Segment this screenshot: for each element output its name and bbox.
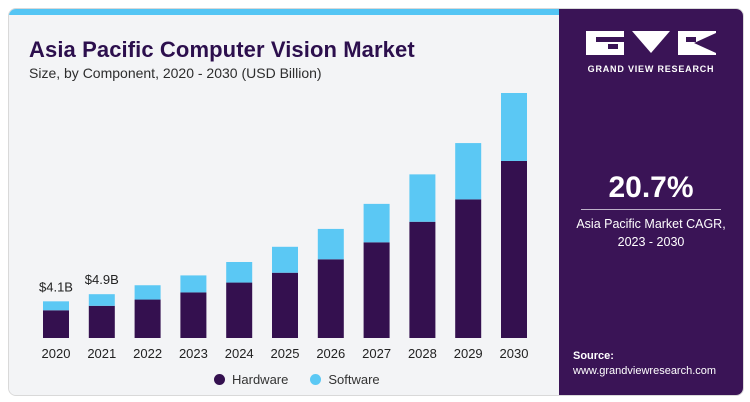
- legend-hardware: Hardware: [214, 372, 288, 387]
- sidebar-panel: GRAND VIEW RESEARCH 20.7% Asia Pacific M…: [559, 9, 743, 395]
- gvr-logo-icon: [586, 31, 716, 55]
- bar-hardware-2027: [363, 242, 390, 338]
- chart-panel: 2020 $4.1B 2021 $4.9B 2022 2023 2024 2025 2026 20…: [9, 15, 559, 395]
- data-label-2021: $4.9B: [85, 272, 119, 287]
- accent-bar: [9, 9, 559, 15]
- legend-hardware-swatch: [214, 374, 225, 385]
- x-tick-label-2020: 2020: [42, 346, 71, 361]
- legend-software: Software: [310, 372, 380, 387]
- bar-software-2024: [226, 261, 253, 283]
- bar-hardware-2021: [88, 305, 115, 338]
- infographic-frame: 2020 $4.1B 2021 $4.9B 2022 2023 2024 2025 2026 20…: [8, 8, 744, 396]
- brand-name: GRAND VIEW RESEARCH: [587, 64, 715, 74]
- x-tick-label-2024: 2024: [225, 346, 254, 361]
- cagr-divider: [581, 209, 721, 210]
- x-tick-label-2026: 2026: [316, 346, 345, 361]
- x-tick-label-2021: 2021: [87, 346, 116, 361]
- bar-hardware-2029: [455, 199, 482, 338]
- bar-software-2027: [363, 203, 390, 243]
- bar-hardware-2024: [226, 282, 253, 338]
- bar-hardware-2025: [272, 272, 298, 338]
- bar-software-2029: [455, 143, 482, 200]
- x-tick-label-2025: 2025: [271, 346, 300, 361]
- source-note: Source: www.grandviewresearch.com: [573, 349, 716, 379]
- x-tick-label-2029: 2029: [454, 346, 483, 361]
- bar-software-2021: [88, 294, 115, 306]
- bar-hardware-2028: [409, 221, 436, 338]
- source-label: Source:: [573, 350, 614, 362]
- chart-subtitle: Size, by Component, 2020 - 2030 (USD Bil…: [29, 65, 322, 81]
- x-tick-label-2023: 2023: [179, 346, 208, 361]
- bar-software-2022: [134, 285, 161, 300]
- x-tick-label-2027: 2027: [362, 346, 391, 361]
- bar-software-2026: [317, 228, 344, 260]
- legend-software-label: Software: [328, 372, 380, 387]
- chart-legend: Hardware Software: [214, 372, 380, 387]
- cagr-label-line-2: 2023 - 2030: [617, 235, 685, 249]
- chart-title: Asia Pacific Computer Vision Market: [29, 37, 415, 62]
- x-tick-label-2030: 2030: [500, 346, 529, 361]
- bar-hardware-2020: [43, 310, 69, 338]
- cagr-label-line-1: Asia Pacific Market CAGR,: [576, 217, 726, 231]
- bar-software-2020: [43, 301, 69, 311]
- bar-hardware-2026: [317, 259, 344, 338]
- cagr-label: Asia Pacific Market CAGR, 2023 - 2030: [559, 215, 743, 251]
- bar-software-2030: [501, 93, 527, 161]
- data-label-2020: $4.1B: [39, 279, 73, 294]
- bar-hardware-2030: [501, 160, 527, 338]
- legend-hardware-label: Hardware: [232, 372, 289, 387]
- bar-hardware-2022: [134, 299, 161, 338]
- brand-logo: GRAND VIEW RESEARCH: [559, 31, 743, 74]
- bar-software-2023: [180, 275, 207, 293]
- bar-software-2028: [409, 174, 436, 222]
- bar-hardware-2023: [180, 292, 207, 338]
- bar-software-2025: [272, 246, 298, 273]
- cagr-value: 20.7%: [608, 171, 694, 204]
- legend-software-swatch: [310, 374, 322, 385]
- x-tick-label-2022: 2022: [133, 346, 162, 361]
- source-url[interactable]: www.grandviewresearch.com: [573, 365, 717, 377]
- bar-chart: 2020 $4.1B 2021 $4.9B 2022 2023 2024 2025 2026 20…: [39, 93, 529, 361]
- x-tick-label-2028: 2028: [408, 346, 437, 361]
